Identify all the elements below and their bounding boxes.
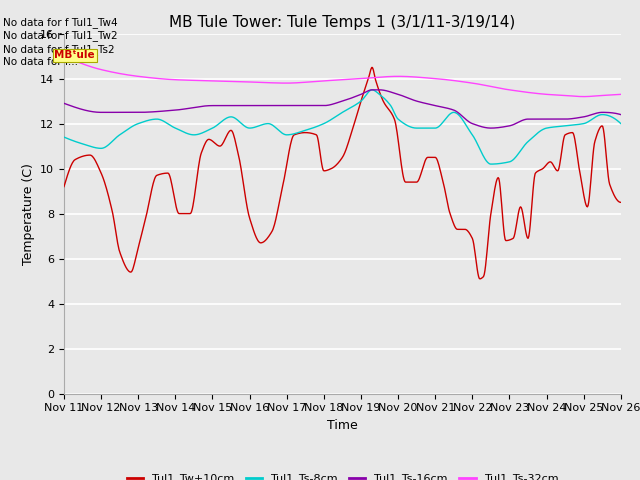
Text: No data for f...: No data for f... [3, 57, 78, 67]
Legend: Tul1_Tw+10cm, Tul1_Ts-8cm, Tul1_Ts-16cm, Tul1_Ts-32cm: Tul1_Tw+10cm, Tul1_Ts-8cm, Tul1_Ts-16cm,… [122, 469, 563, 480]
Text: No data for f Tul1_Tw2: No data for f Tul1_Tw2 [3, 30, 118, 41]
Text: No data for f Tul1_Tw4: No data for f Tul1_Tw4 [3, 17, 118, 28]
Y-axis label: Temperature (C): Temperature (C) [22, 163, 35, 264]
Text: MBᵗule: MBᵗule [54, 50, 95, 60]
X-axis label: Time: Time [327, 419, 358, 432]
Text: No data for f Tul1_Ts2: No data for f Tul1_Ts2 [3, 44, 115, 55]
Title: MB Tule Tower: Tule Temps 1 (3/1/11-3/19/14): MB Tule Tower: Tule Temps 1 (3/1/11-3/19… [169, 15, 516, 30]
